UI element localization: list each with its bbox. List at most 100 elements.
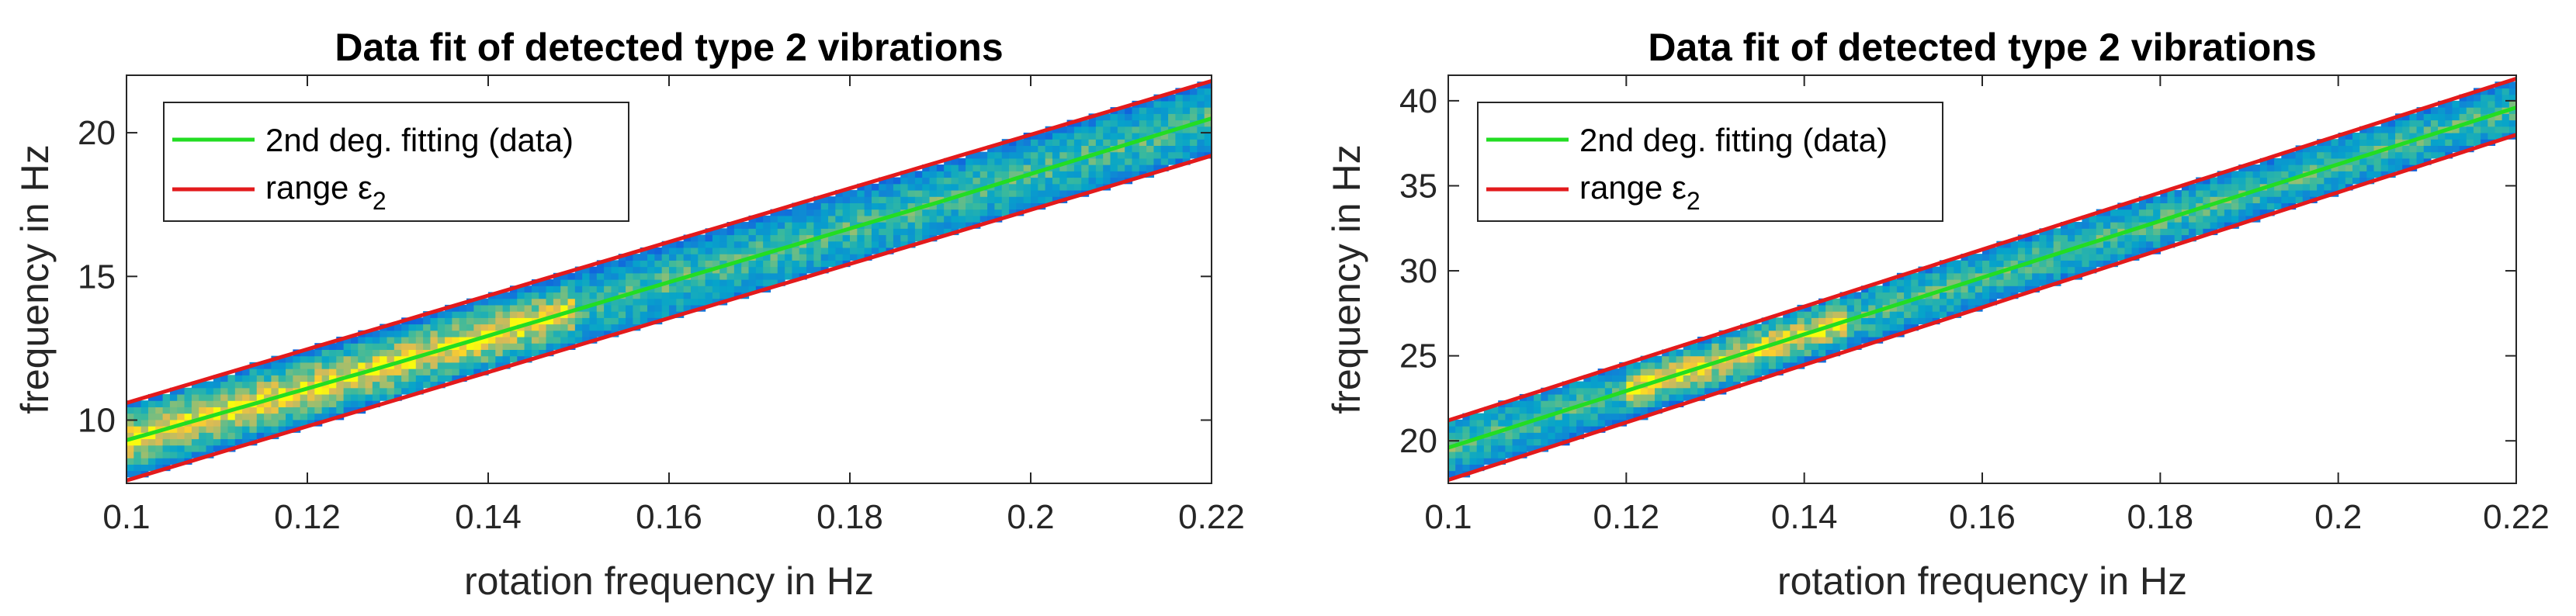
density-cell — [264, 362, 272, 369]
density-cell — [1704, 375, 1713, 382]
density-cell — [2409, 151, 2418, 159]
density-cell — [2110, 209, 2118, 216]
density-cell — [1583, 381, 1592, 389]
density-cell — [2501, 94, 2510, 102]
density-cell — [286, 393, 293, 401]
density-cell — [2288, 151, 2297, 159]
density-cell — [640, 279, 648, 286]
density-cell — [2452, 126, 2460, 133]
density-cell — [380, 343, 388, 351]
density-cell — [2210, 183, 2218, 191]
density-cell — [169, 413, 178, 420]
density-cell — [1059, 183, 1068, 191]
density-cell — [2481, 139, 2488, 147]
density-cell — [1697, 381, 1705, 389]
density-cell — [785, 266, 793, 274]
density-cell — [951, 202, 959, 210]
density-cell — [199, 419, 207, 427]
density-cell — [1576, 381, 1584, 389]
density-cell — [220, 432, 229, 440]
density-cell — [589, 272, 598, 280]
density-cell — [227, 438, 236, 446]
density-cell — [517, 304, 525, 312]
x-axis-label: rotation frequency in Hz — [1777, 559, 2187, 603]
density-cell — [2124, 209, 2133, 216]
density-cell — [900, 228, 909, 236]
density-cell — [2338, 145, 2346, 153]
density-cell — [1132, 132, 1140, 140]
density-cell — [820, 260, 829, 268]
density-cell — [1846, 311, 1855, 318]
density-cell — [278, 375, 286, 382]
density-cell — [1711, 336, 1720, 344]
density-cell — [879, 222, 887, 229]
density-cell — [1655, 375, 1662, 382]
density-cell — [199, 445, 207, 452]
density-cell — [437, 324, 446, 331]
density-cell — [1896, 292, 1905, 299]
density-cell — [1711, 369, 1720, 375]
density-cell — [394, 387, 402, 395]
density-cell — [1491, 445, 1499, 452]
density-cell — [1001, 145, 1010, 153]
density-cell — [1526, 400, 1534, 407]
density-cell — [2430, 126, 2439, 133]
density-cell — [1868, 304, 1876, 312]
density-cell — [2145, 234, 2154, 242]
density-cell — [2060, 222, 2068, 229]
density-cell — [567, 298, 576, 306]
density-cell — [2295, 183, 2304, 191]
density-cell — [2281, 157, 2290, 165]
density-cell — [1052, 183, 1060, 191]
density-cell — [2196, 196, 2203, 203]
density-cell — [2430, 113, 2439, 121]
density-cell — [293, 393, 301, 401]
density-cell — [2252, 183, 2261, 191]
density-cell — [582, 317, 591, 325]
density-cell — [1081, 119, 1090, 127]
density-cell — [2153, 228, 2161, 236]
density-cell — [1711, 362, 1720, 369]
density-cell — [792, 254, 800, 261]
density-cell — [582, 272, 591, 280]
density-cell — [2345, 145, 2353, 153]
density-cell — [321, 387, 330, 395]
density-cell — [2495, 94, 2503, 102]
density-cell — [539, 298, 547, 306]
density-cell — [712, 292, 720, 299]
density-cell — [2217, 177, 2225, 185]
density-cell — [2124, 254, 2133, 261]
density-cell — [2039, 266, 2047, 274]
density-cell — [1081, 177, 1090, 185]
density-cell — [191, 400, 199, 407]
density-cell — [466, 324, 474, 331]
density-cell — [1491, 426, 1499, 433]
density-cell — [1023, 157, 1031, 165]
density-cell — [1747, 330, 1756, 337]
density-cell — [1996, 292, 2005, 299]
density-cell — [278, 426, 286, 433]
chart-right: Data fit of detected type 2 vibrations 0… — [1325, 26, 2550, 603]
density-cell — [2003, 254, 2012, 261]
density-cell — [733, 241, 742, 248]
density-cell — [147, 432, 156, 440]
density-cell — [842, 254, 851, 261]
density-cell — [1683, 381, 1691, 389]
density-cell — [907, 215, 916, 223]
density-cell — [2167, 228, 2176, 236]
density-cell — [2373, 126, 2382, 133]
density-cell — [1103, 119, 1111, 127]
density-cell — [1009, 183, 1017, 191]
density-cell — [820, 247, 829, 254]
density-cell — [2131, 215, 2140, 223]
density-cell — [1519, 445, 1527, 452]
density-cell — [1483, 445, 1492, 452]
density-cell — [1009, 139, 1017, 147]
density-cell — [567, 272, 576, 280]
density-cell — [748, 234, 757, 242]
density-cell — [1669, 349, 1677, 357]
density-cell — [1996, 279, 2005, 286]
density-cell — [2259, 177, 2268, 185]
density-cell — [495, 355, 504, 363]
